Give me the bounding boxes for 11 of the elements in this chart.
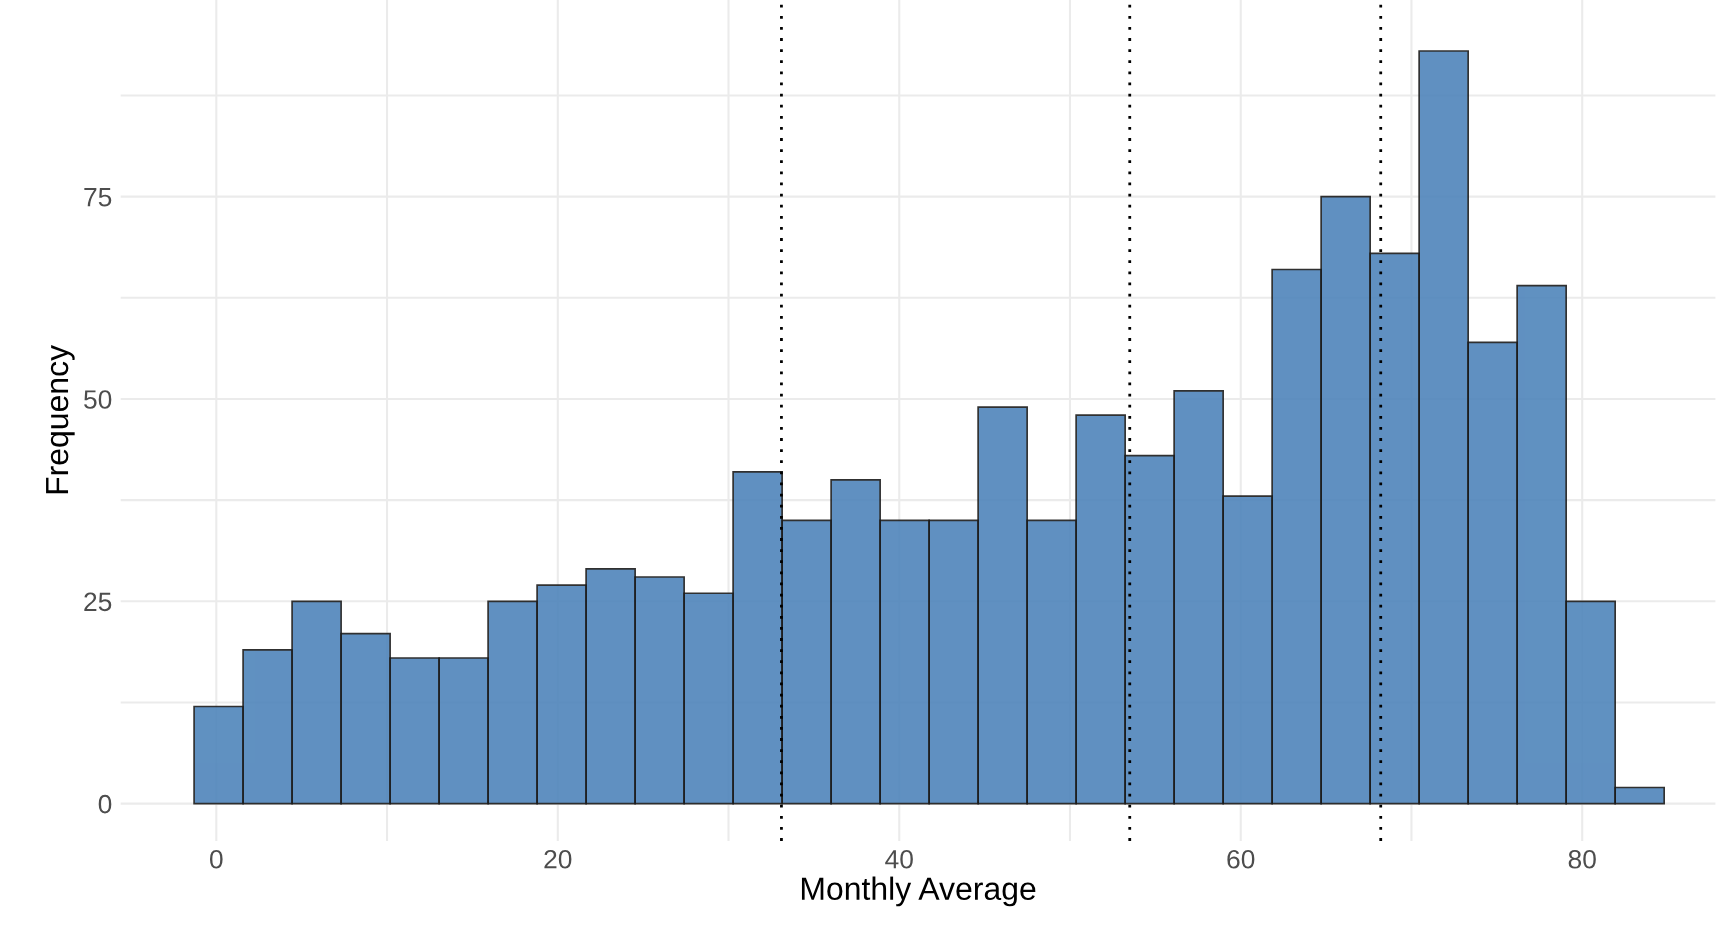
x-tick-label: 60 [1227, 849, 1255, 869]
y-axis-title: Frequency [46, 345, 75, 494]
y-tick-label: 50 [84, 390, 112, 409]
y-tick-label: 75 [84, 188, 112, 207]
x-tick-label: 80 [1568, 849, 1596, 869]
x-axis-title: Monthly Average [801, 876, 1036, 907]
x-tick-label: 20 [544, 849, 572, 869]
y-tick-label: 0 [98, 794, 112, 814]
x-tick-label: 40 [885, 849, 913, 869]
x-tick-label: 0 [209, 849, 223, 869]
y-tick-label: 25 [84, 592, 112, 612]
